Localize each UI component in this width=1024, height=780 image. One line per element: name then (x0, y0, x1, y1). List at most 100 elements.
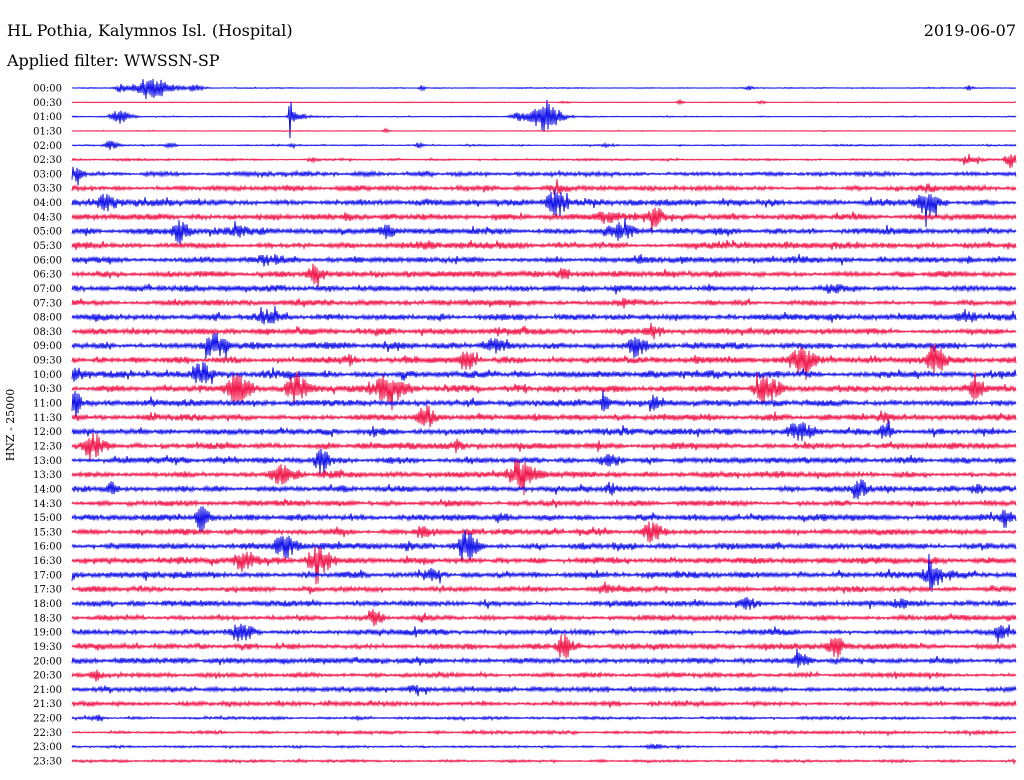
trace-02-30 (71, 154, 1017, 169)
time-label-03-30: 03:30 (33, 184, 62, 195)
time-label-14-30: 14:30 (33, 499, 62, 510)
time-label-06-30: 06:30 (33, 270, 62, 281)
time-label-03-00: 03:00 (33, 169, 62, 180)
trace-00-30 (71, 98, 1017, 106)
time-label-16-30: 16:30 (33, 556, 62, 567)
trace-row-01-30: 01:30 (33, 127, 1017, 138)
trace-14-00 (71, 479, 1017, 500)
time-label-21-00: 21:00 (33, 685, 62, 696)
time-label-04-30: 04:30 (33, 212, 62, 223)
record-date: 2019-06-07 (924, 21, 1016, 40)
time-label-20-00: 20:00 (33, 656, 62, 667)
time-label-08-00: 08:00 (33, 313, 62, 324)
trace-02-00 (71, 140, 1017, 150)
trace-05-00 (71, 218, 1017, 245)
time-label-04-00: 04:00 (33, 198, 62, 209)
time-label-12-30: 12:30 (33, 442, 62, 453)
time-label-07-30: 07:30 (33, 298, 62, 309)
time-label-23-30: 23:30 (33, 757, 62, 768)
trace-row-17-30: 17:30 (33, 581, 1017, 596)
trace-21-00 (71, 684, 1017, 697)
time-label-14-00: 14:00 (33, 484, 62, 495)
trace-17-00 (71, 553, 1017, 592)
trace-row-13-00: 13:00 (33, 448, 1017, 474)
trace-10-00 (71, 361, 1017, 385)
time-label-07-00: 07:00 (33, 284, 62, 295)
trace-22-30 (71, 728, 1017, 738)
time-label-13-00: 13:00 (33, 456, 62, 467)
trace-18-00 (71, 596, 1017, 610)
trace-22-00 (71, 714, 1017, 723)
trace-01-00 (71, 99, 1017, 139)
time-label-23-00: 23:00 (33, 742, 62, 753)
trace-row-15-00: 15:00 (33, 506, 1017, 532)
time-label-18-30: 18:30 (33, 613, 62, 624)
time-label-05-30: 05:30 (33, 241, 62, 252)
trace-row-00-30: 00:30 (33, 98, 1017, 109)
time-label-22-30: 22:30 (33, 728, 62, 739)
trace-row-10-30: 10:30 (33, 371, 1017, 411)
trace-row-19-00: 19:00 (33, 623, 1017, 643)
time-label-22-00: 22:00 (33, 714, 62, 725)
trace-row-05-00: 05:00 (33, 218, 1017, 245)
trace-23-30 (71, 757, 1017, 765)
time-label-11-00: 11:00 (33, 399, 62, 410)
trace-row-02-30: 02:30 (33, 154, 1017, 169)
trace-row-11-00: 11:00 (33, 390, 1017, 420)
trace-row-10-00: 10:00 (33, 361, 1017, 385)
trace-row-11-30: 11:30 (33, 405, 1017, 428)
time-label-10-30: 10:30 (33, 384, 62, 395)
trace-10-30 (71, 371, 1017, 411)
trace-01-30 (71, 127, 1017, 134)
time-label-17-30: 17:30 (33, 585, 62, 596)
time-label-09-00: 09:00 (33, 341, 62, 352)
trace-row-16-00: 16:00 (33, 529, 1017, 561)
trace-16-30 (71, 546, 1017, 585)
time-label-00-00: 00:00 (33, 84, 62, 95)
trace-20-30 (71, 669, 1017, 682)
trace-13-30 (71, 459, 1017, 496)
time-label-11-30: 11:30 (33, 413, 62, 424)
y-axis-label: HNZ - 25000 (4, 389, 17, 462)
trace-row-02-00: 02:00 (33, 140, 1017, 152)
trace-row-04-30: 04:30 (33, 207, 1017, 232)
time-label-06-00: 06:00 (33, 255, 62, 266)
trace-row-23-00: 23:00 (33, 742, 1017, 753)
trace-19-00 (71, 623, 1017, 643)
trace-row-05-30: 05:30 (33, 239, 1017, 252)
trace-09-00 (71, 332, 1017, 359)
trace-row-14-00: 14:00 (33, 479, 1017, 500)
trace-row-13-30: 13:30 (33, 459, 1017, 496)
trace-row-12-30: 12:30 (33, 433, 1017, 460)
trace-row-20-30: 20:30 (33, 669, 1017, 682)
trace-row-09-30: 09:30 (33, 343, 1017, 381)
time-label-10-00: 10:00 (33, 370, 62, 381)
trace-row-14-30: 14:30 (33, 498, 1017, 510)
trace-row-22-30: 22:30 (33, 728, 1017, 739)
trace-08-30 (71, 322, 1017, 340)
trace-11-30 (71, 405, 1017, 428)
trace-08-00 (71, 306, 1017, 325)
filter-label: Applied filter: WWSSN-SP (6, 51, 220, 70)
trace-row-01-00: 01:00 (33, 99, 1017, 139)
trace-05-30 (71, 239, 1017, 251)
time-label-15-30: 15:30 (33, 527, 62, 538)
trace-16-00 (71, 529, 1017, 561)
trace-row-12-00: 12:00 (33, 420, 1017, 441)
trace-row-18-00: 18:00 (33, 596, 1017, 610)
trace-row-03-30: 03:30 (33, 179, 1017, 195)
trace-row-06-30: 06:30 (33, 263, 1017, 288)
time-label-01-00: 01:00 (33, 112, 62, 123)
trace-23-00 (71, 742, 1017, 751)
trace-20-00 (71, 648, 1017, 668)
trace-row-00-00: 00:00 (33, 78, 1017, 100)
time-label-15-00: 15:00 (33, 513, 62, 524)
time-label-19-00: 19:00 (33, 628, 62, 639)
time-label-02-00: 02:00 (33, 141, 62, 152)
trace-row-16-30: 16:30 (33, 546, 1017, 585)
time-label-20-30: 20:30 (33, 671, 62, 682)
time-label-13-30: 13:30 (33, 470, 62, 481)
trace-row-18-30: 18:30 (33, 609, 1017, 627)
trace-row-22-00: 22:00 (33, 714, 1017, 725)
